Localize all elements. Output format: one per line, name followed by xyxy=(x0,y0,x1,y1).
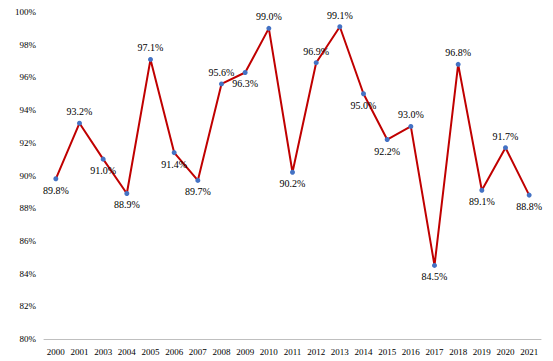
svg-text:2010: 2010 xyxy=(260,347,279,357)
svg-text:2008: 2008 xyxy=(213,347,232,357)
svg-text:93.2%: 93.2% xyxy=(67,106,93,117)
svg-text:2018: 2018 xyxy=(449,347,468,357)
svg-text:90.2%: 90.2% xyxy=(280,178,306,189)
svg-text:2013: 2013 xyxy=(331,347,350,357)
svg-text:2005: 2005 xyxy=(142,347,161,357)
svg-text:2017: 2017 xyxy=(426,347,445,357)
svg-text:2020: 2020 xyxy=(497,347,516,357)
svg-text:84%: 84% xyxy=(20,269,37,279)
svg-text:99.1%: 99.1% xyxy=(327,10,353,21)
svg-text:2011: 2011 xyxy=(284,347,302,357)
svg-text:2003: 2003 xyxy=(94,347,113,357)
svg-text:2014: 2014 xyxy=(355,347,374,357)
svg-text:2000: 2000 xyxy=(47,347,65,357)
svg-text:96.9%: 96.9% xyxy=(303,46,329,57)
svg-text:84.5%: 84.5% xyxy=(422,271,448,282)
svg-text:2015: 2015 xyxy=(378,347,397,357)
svg-text:96%: 96% xyxy=(20,72,37,82)
svg-text:86%: 86% xyxy=(20,236,37,246)
svg-text:2021: 2021 xyxy=(520,347,538,357)
svg-text:2007: 2007 xyxy=(189,347,208,357)
svg-text:98%: 98% xyxy=(20,40,37,50)
svg-text:95.0%: 95.0% xyxy=(351,100,377,111)
svg-text:92%: 92% xyxy=(20,138,37,148)
svg-text:90%: 90% xyxy=(20,171,37,181)
svg-text:2001: 2001 xyxy=(71,347,89,357)
svg-text:88.8%: 88.8% xyxy=(516,201,542,212)
svg-text:91.0%: 91.0% xyxy=(90,165,116,176)
svg-text:96.3%: 96.3% xyxy=(232,78,258,89)
svg-text:80%: 80% xyxy=(20,334,37,344)
svg-text:2004: 2004 xyxy=(118,347,137,357)
svg-text:96.8%: 96.8% xyxy=(445,47,471,58)
svg-text:88.9%: 88.9% xyxy=(114,199,140,210)
svg-text:2009: 2009 xyxy=(236,347,255,357)
svg-text:89.8%: 89.8% xyxy=(43,185,69,196)
svg-text:100%: 100% xyxy=(15,7,37,17)
svg-text:97.1%: 97.1% xyxy=(138,42,164,53)
svg-text:91.4%: 91.4% xyxy=(161,159,187,170)
svg-text:2006: 2006 xyxy=(165,347,184,357)
svg-text:82%: 82% xyxy=(20,301,37,311)
svg-text:91.7%: 91.7% xyxy=(493,131,519,142)
svg-text:93.0%: 93.0% xyxy=(398,109,424,120)
svg-text:2019: 2019 xyxy=(473,347,492,357)
svg-text:88%: 88% xyxy=(20,203,37,213)
svg-text:2016: 2016 xyxy=(402,347,421,357)
svg-text:92.2%: 92.2% xyxy=(374,146,400,157)
svg-text:89.7%: 89.7% xyxy=(185,186,211,197)
svg-text:95.6%: 95.6% xyxy=(209,67,235,78)
svg-text:94%: 94% xyxy=(20,105,37,115)
svg-text:99.0%: 99.0% xyxy=(256,11,282,22)
svg-text:89.1%: 89.1% xyxy=(469,196,495,207)
svg-text:2012: 2012 xyxy=(307,347,325,357)
